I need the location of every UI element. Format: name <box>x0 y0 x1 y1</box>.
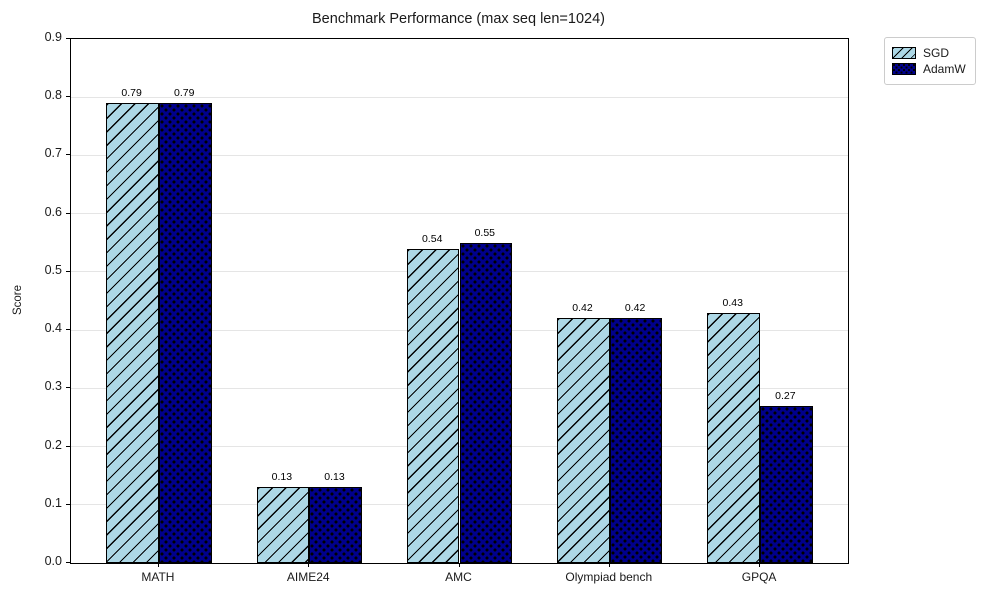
value-label-adamw-amc: 0.55 <box>474 226 496 239</box>
xtick-label-gpqa: GPQA <box>741 570 777 584</box>
y-axis-label: Score <box>12 284 24 316</box>
ytick-mark-0.1 <box>66 503 70 505</box>
ytick-label-0.0: 0.0 <box>44 554 62 568</box>
ytick-mark-0.8 <box>66 96 70 98</box>
value-label-adamw-math: 0.79 <box>173 87 195 100</box>
chart-title: Benchmark Performance (max seq len=1024) <box>312 11 605 27</box>
xtick-mark-gpqa <box>759 563 761 567</box>
bar-sgd-olympiad-bench <box>557 318 610 563</box>
xtick-mark-aime24 <box>308 563 310 567</box>
adamw-swatch-icon <box>892 63 916 75</box>
xtick-label-olympiad-bench: Olympiad bench <box>565 570 653 584</box>
gridline-0.8 <box>71 96 848 98</box>
bar-adamw-amc <box>459 242 513 563</box>
ytick-label-0.1: 0.1 <box>44 495 62 510</box>
ytick-label-0.9: 0.9 <box>44 30 62 44</box>
ytick-label-0.2: 0.2 <box>44 437 62 452</box>
ytick-mark-0.0 <box>66 562 70 563</box>
xtick-label-aime24: AIME24 <box>286 570 330 584</box>
ytick-mark-0.7 <box>66 154 70 156</box>
plot-area <box>70 38 849 564</box>
bar-adamw-math <box>158 103 212 563</box>
ytick-label-0.8: 0.8 <box>44 88 62 103</box>
ytick-label-0.4: 0.4 <box>44 321 62 336</box>
value-label-adamw-olympiad-bench: 0.42 <box>624 302 646 315</box>
bar-adamw-aime24 <box>309 487 362 563</box>
gridline-0.6 <box>71 213 848 215</box>
xtick-mark-olympiad-bench <box>608 563 610 567</box>
xtick-label-amc: AMC <box>445 570 472 584</box>
value-label-sgd-amc: 0.54 <box>421 232 443 245</box>
xtick-mark-amc <box>458 563 460 567</box>
ytick-mark-0.3 <box>66 387 70 389</box>
ytick-mark-0.5 <box>66 270 70 272</box>
bar-sgd-aime24 <box>256 487 310 563</box>
value-label-sgd-gpqa: 0.43 <box>722 296 743 309</box>
xtick-mark-math <box>157 563 159 567</box>
legend-item-adamw: AdamW <box>892 62 966 76</box>
value-label-sgd-aime24: 0.13 <box>271 471 293 484</box>
ytick-mark-0.9 <box>66 38 70 39</box>
bar-sgd-math <box>106 103 159 563</box>
value-label-adamw-aime24: 0.13 <box>324 471 345 484</box>
value-label-sgd-math: 0.79 <box>121 87 142 100</box>
gridline-0.7 <box>71 154 848 156</box>
bar-sgd-gpqa <box>707 312 761 563</box>
bar-sgd-amc <box>406 248 460 563</box>
value-label-sgd-olympiad-bench: 0.42 <box>572 302 593 315</box>
ytick-mark-0.2 <box>66 445 70 447</box>
ytick-label-0.6: 0.6 <box>44 204 62 219</box>
bar-adamw-gpqa <box>760 405 813 563</box>
ytick-label-0.5: 0.5 <box>44 262 62 277</box>
legend-label-sgd: SGD <box>923 46 950 60</box>
bar-adamw-olympiad-bench <box>609 318 663 563</box>
value-label-adamw-gpqa: 0.27 <box>775 389 796 402</box>
legend-item-sgd: SGD <box>892 46 966 60</box>
ytick-label-0.3: 0.3 <box>44 379 62 394</box>
legend-label-adamw: AdamW <box>923 62 966 76</box>
sgd-swatch-icon <box>892 47 916 59</box>
legend: SGD AdamW <box>884 37 976 85</box>
ytick-mark-0.6 <box>66 212 70 214</box>
xtick-label-math: MATH <box>141 570 175 584</box>
ytick-mark-0.4 <box>66 329 70 331</box>
ytick-label-0.7: 0.7 <box>44 146 62 161</box>
